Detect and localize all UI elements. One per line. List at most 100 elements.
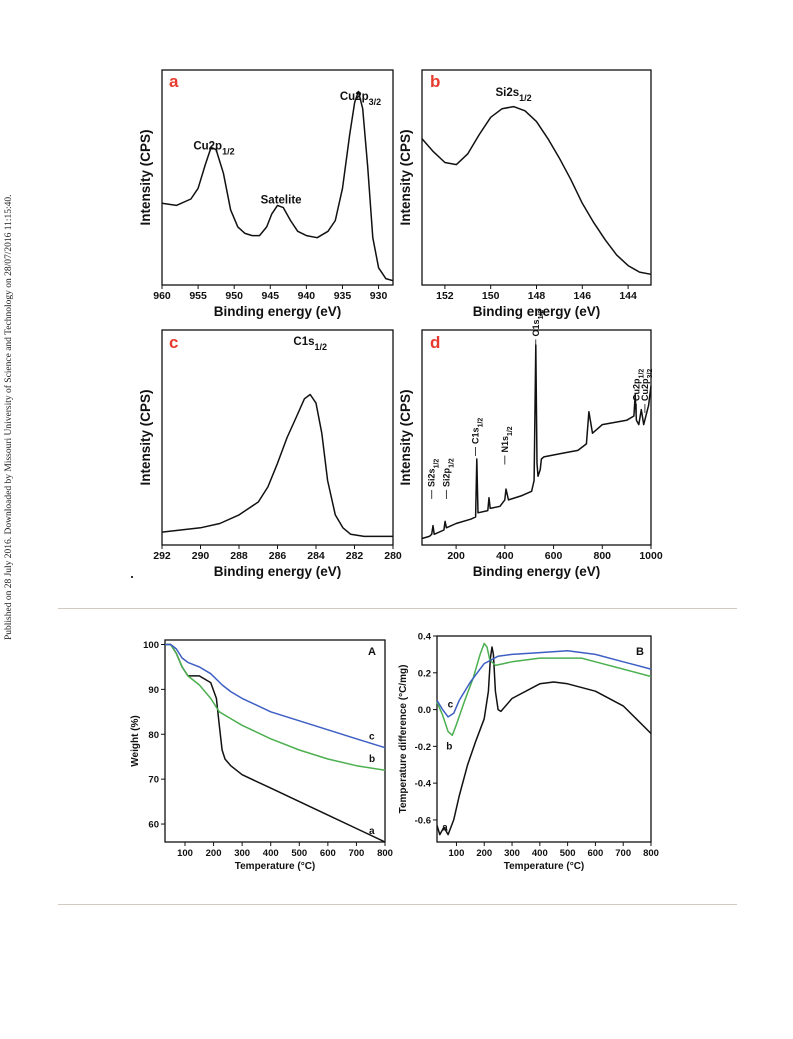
peak-label-base: Si2s (427, 468, 437, 487)
series-line-c (436, 649, 652, 718)
peak-label-sub: 3/2 (646, 369, 653, 379)
y-tick-label: 80 (148, 730, 159, 741)
peak-label: C1s1/2 (471, 418, 485, 444)
chart-panel-c: 292 290 288 286 284 282 280 Binding energy (eV)… (138, 329, 402, 579)
plot-frame (421, 69, 652, 286)
peak-label-sub: 1/2 (448, 458, 455, 468)
peak-label: Si2s1/2 (496, 87, 532, 103)
series-line-b (436, 642, 652, 737)
chart-panel-A: 100 200 300 400 500 600 700 800 100 90 80 70 60 Tempe… (130, 639, 393, 872)
peak-label: C1s1/2 (293, 336, 327, 352)
y-tick-label: -0.2 (415, 742, 431, 753)
x-tick-label: 300 (234, 848, 250, 859)
x-axis-label: Binding energy (eV) (214, 304, 342, 319)
x-tick-label: 288 (230, 550, 248, 562)
peak-label-base: Cu2p (640, 378, 650, 401)
y-axis-label: Temperature difference (°C/mg) (398, 665, 409, 814)
x-tick-label: 200 (476, 848, 492, 859)
x-tick-label: 292 (153, 550, 171, 562)
chart-panel-a: 960 955 950 945 940 935 930 Binding energy (eV)… (138, 69, 394, 319)
peak-label: Si2s1/2 (427, 459, 441, 487)
peak-label: O1s1/2 (531, 310, 545, 337)
peak-label-sub: 1/2 (519, 93, 532, 103)
x-tick-label: 955 (189, 290, 207, 302)
x-tick-label: 700 (348, 848, 364, 859)
series-label-c: c (369, 732, 375, 743)
series-line-b (165, 643, 386, 771)
y-tick-label: 0.4 (418, 632, 432, 643)
x-tick-label: 500 (560, 848, 576, 859)
peak-label-base: Si2s (496, 87, 520, 99)
peak-label-sub: 1/2 (537, 310, 544, 320)
x-tick-label: 1000 (639, 550, 663, 562)
chart-panel-d: 200 400 600 800 1000 Binding energy (eV) Inten… (398, 310, 663, 579)
x-tick-label: 800 (594, 550, 612, 562)
y-tick-label: 60 (148, 820, 159, 831)
chart-panel-b: 152 150 148 146 144 Binding energy (eV) Intens… (398, 69, 652, 319)
peak-label-base: Cu2p (631, 378, 641, 401)
panel-tag: B (636, 646, 644, 658)
y-axis-label: Intensity (CPS) (138, 129, 153, 225)
series-line-0 (421, 344, 652, 540)
peak-label-base: Cu2p (193, 141, 222, 153)
plot-frame (436, 635, 652, 843)
y-tick-label: 0.2 (418, 668, 431, 679)
peak-label: Satelite (261, 194, 302, 206)
x-tick-label: 600 (587, 848, 603, 859)
y-tick-label: -0.6 (415, 815, 431, 826)
x-tick-label: 800 (377, 848, 393, 859)
peak-label: Cu2p3/2 (340, 91, 381, 107)
x-tick-label: 148 (528, 290, 546, 302)
x-tick-label: 940 (298, 290, 316, 302)
panel-tag: A (368, 646, 376, 658)
peak-label-base: C1s (471, 427, 481, 444)
divider-bottom (58, 904, 737, 905)
peak-label-base: O1s (531, 319, 541, 336)
x-tick-label: 600 (320, 848, 336, 859)
peak-label-sub: 1/2 (315, 342, 328, 352)
plot-frame (421, 329, 652, 546)
x-tick-label: 290 (192, 550, 210, 562)
peak-label-sub: 1/2 (477, 418, 484, 428)
y-tick-label: 100 (143, 640, 159, 651)
x-tick-label: 400 (532, 848, 548, 859)
y-tick-label: 90 (148, 685, 159, 696)
x-tick-label: 500 (291, 848, 307, 859)
y-axis-label: Weight (%) (130, 715, 141, 766)
peak-label-base: N1s (500, 436, 510, 453)
y-axis-label: Intensity (CPS) (138, 389, 153, 485)
x-tick-label: 935 (334, 290, 352, 302)
peak-label-base: C1s (293, 336, 314, 348)
peak-label-sub: 1/2 (222, 147, 235, 157)
series-line-0 (161, 393, 393, 538)
peak-label-base: Satelite (261, 194, 302, 206)
x-axis-label: Temperature (°C) (504, 861, 585, 872)
plot-frame (161, 329, 394, 546)
y-axis-label: Intensity (CPS) (398, 129, 413, 225)
x-axis-label: Binding energy (eV) (473, 564, 601, 579)
x-tick-label: 930 (370, 290, 388, 302)
peak-label: Si2p1/2 (441, 458, 455, 487)
x-tick-label: 950 (225, 290, 243, 302)
series-line-c (165, 643, 386, 749)
series-line-0 (421, 105, 652, 276)
x-tick-label: 100 (177, 848, 193, 859)
x-tick-label: 144 (619, 290, 637, 302)
x-tick-label: 400 (496, 550, 514, 562)
peak-label-base: Si2p (441, 467, 451, 487)
x-tick-label: 280 (384, 550, 402, 562)
series-line-0 (161, 90, 394, 282)
x-tick-label: 800 (643, 848, 659, 859)
x-tick-label: 284 (307, 550, 325, 562)
stray-dot (131, 576, 133, 578)
y-tick-label: 0.0 (418, 705, 431, 716)
x-tick-label: 286 (269, 550, 287, 562)
x-axis-label: Binding energy (eV) (473, 304, 601, 319)
x-tick-label: 945 (262, 290, 280, 302)
series-label-b: b (446, 741, 452, 752)
divider-top (58, 608, 737, 609)
series-label-a: a (442, 823, 448, 834)
series-label-c: c (448, 699, 454, 710)
peak-label: Cu2p3/2 (640, 369, 654, 401)
panel-tag: b (430, 72, 440, 91)
